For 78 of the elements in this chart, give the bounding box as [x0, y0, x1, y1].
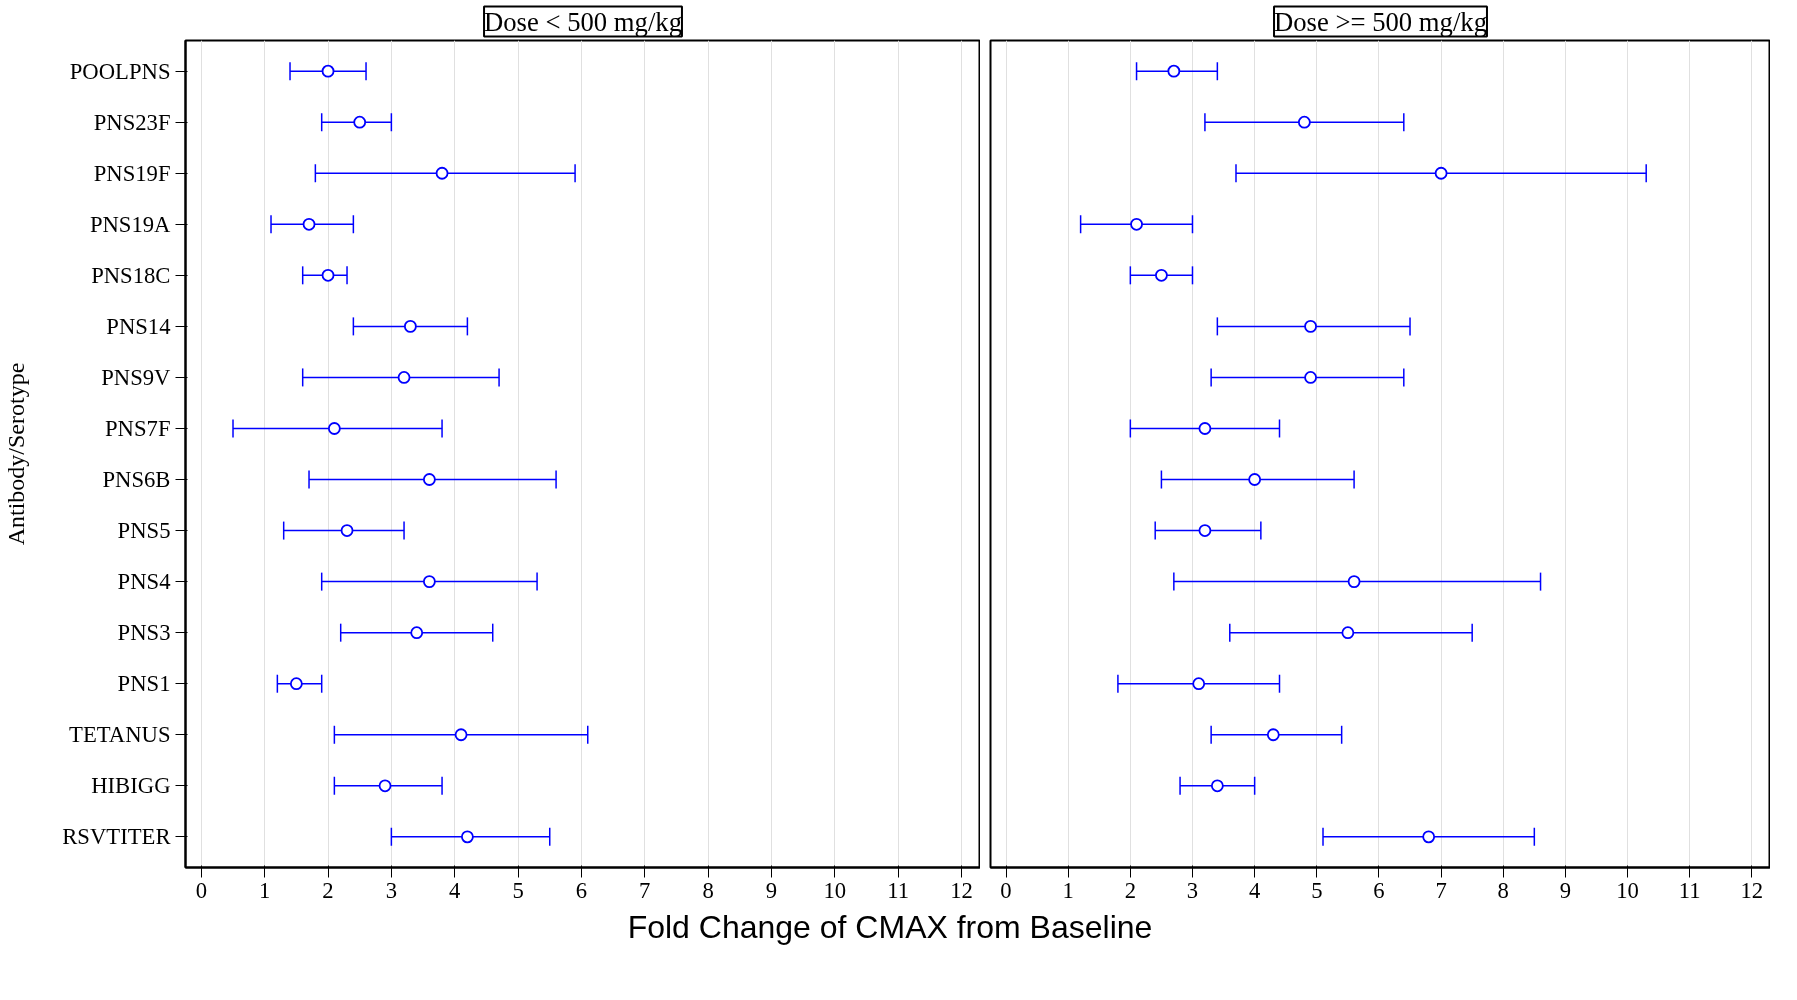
point — [1155, 268, 1168, 282]
point — [1167, 64, 1181, 78]
y-tick-label: POOLPNS — [69, 58, 171, 84]
x-tick-label: 12 — [950, 877, 973, 903]
point — [1304, 319, 1317, 333]
x-tick-label: 7 — [1435, 877, 1447, 903]
x-tick-label: 11 — [887, 877, 910, 903]
y-tick-label: PNS14 — [106, 313, 171, 339]
x-tick-label: 5 — [512, 877, 524, 903]
point — [321, 64, 335, 78]
point — [454, 728, 468, 742]
x-tick-label: 10 — [1616, 877, 1639, 903]
point — [1304, 371, 1317, 384]
x-tick-label: 8 — [702, 877, 714, 903]
point — [1192, 677, 1206, 691]
point — [353, 115, 367, 129]
y-tick-label: RSVTITER — [62, 824, 172, 850]
y-tick-label: PNS9V — [101, 364, 172, 390]
x-tick-label: 1 — [259, 877, 271, 903]
y-tick-label: PNS19F — [93, 160, 171, 186]
x-tick-label: 3 — [385, 877, 398, 903]
point — [1434, 166, 1448, 180]
y-tick-label: PNS3 — [117, 620, 171, 646]
x-tick-label: 0 — [195, 877, 207, 903]
x-tick-label: 2 — [322, 877, 334, 903]
x-tick-label: 6 — [575, 877, 588, 903]
y-tick-label: TETANUS — [69, 722, 171, 748]
point — [327, 422, 341, 435]
point — [422, 575, 436, 589]
point — [1297, 115, 1311, 129]
x-tick-label: 6 — [1373, 877, 1385, 903]
point — [410, 626, 424, 640]
point — [378, 779, 392, 793]
x-tick-label: 9 — [1559, 877, 1572, 903]
y-tick-label: PNS18C — [91, 262, 171, 288]
point — [302, 217, 316, 231]
y-tick-label: PNS7F — [105, 415, 171, 441]
point — [422, 473, 436, 486]
y-tick-label: PNS5 — [117, 518, 171, 544]
y-tick-label: HIBIGG — [91, 773, 171, 799]
point — [289, 677, 303, 691]
point — [1347, 575, 1361, 589]
point — [1341, 626, 1355, 640]
point — [403, 319, 417, 333]
x-tick-label: 12 — [1740, 877, 1764, 903]
point — [1198, 524, 1212, 537]
point — [1248, 473, 1262, 486]
y-tick-label: PNS1 — [117, 671, 171, 697]
x-tick-label: 11 — [1678, 877, 1701, 903]
x-tick-label: 4 — [1248, 877, 1261, 903]
x-tick-label: 7 — [639, 877, 651, 903]
x-axis-title: Fold Change of CMAX from Baseline — [627, 908, 1153, 947]
chart-title: Dose >= 500 mg/kg — [1274, 6, 1487, 37]
x-tick-label: 2 — [1124, 877, 1136, 903]
point — [1266, 728, 1280, 742]
y-axis-title: Antibody/Serotype — [3, 362, 30, 546]
point — [340, 524, 354, 537]
x-tick-label: 5 — [1311, 877, 1323, 903]
x-tick-label: 8 — [1497, 877, 1509, 903]
x-tick-label: 4 — [449, 877, 461, 903]
y-tick-label: PNS23F — [93, 109, 171, 135]
x-tick-label: 3 — [1186, 877, 1199, 903]
x-tick-label: 0 — [1000, 877, 1012, 903]
point — [1198, 422, 1212, 435]
x-tick-label: 10 — [823, 877, 847, 903]
point — [321, 268, 335, 282]
point — [397, 371, 411, 384]
y-tick-label: PNS6B — [102, 467, 171, 493]
point — [1210, 779, 1224, 793]
y-tick-label: PNS4 — [117, 569, 171, 595]
point — [435, 166, 449, 180]
x-tick-label: 9 — [765, 877, 778, 903]
point — [1422, 830, 1436, 844]
point — [1130, 217, 1143, 231]
chart-title: Dose < 500 mg/kg — [484, 6, 682, 37]
x-tick-label: 1 — [1062, 877, 1074, 903]
y-tick-label: PNS19A — [89, 211, 172, 237]
point — [460, 830, 474, 844]
